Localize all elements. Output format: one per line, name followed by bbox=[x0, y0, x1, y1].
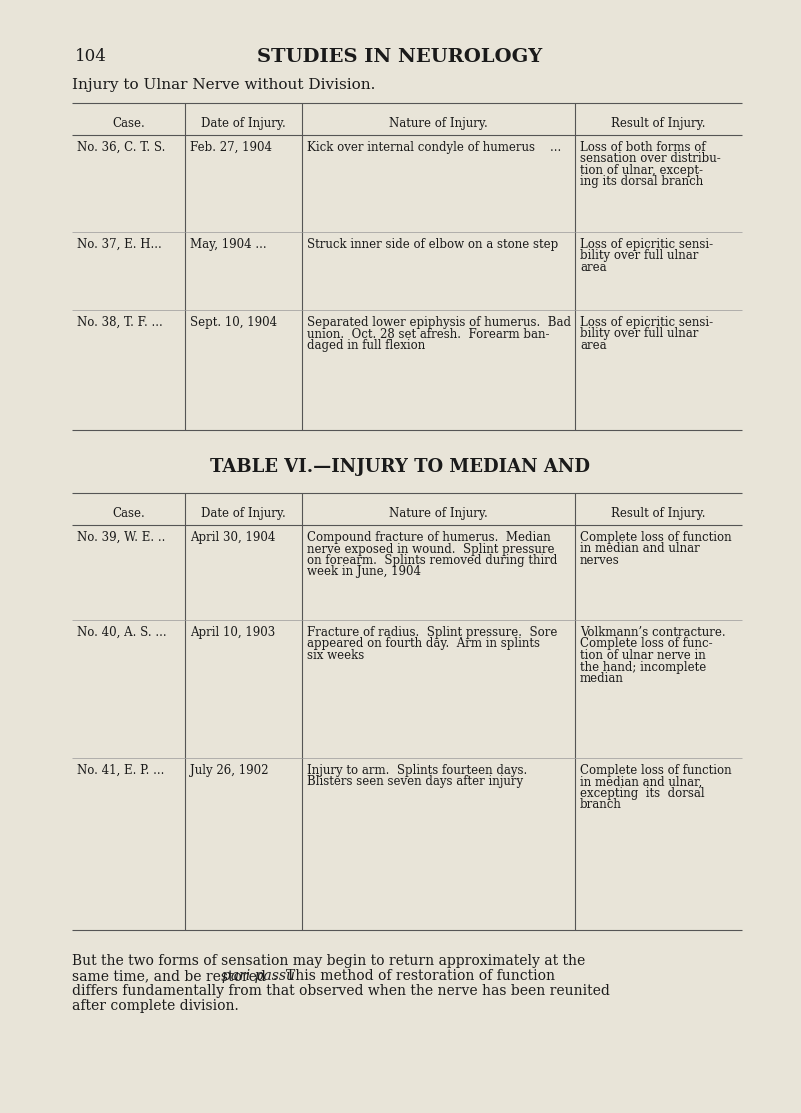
Text: ing its dorsal branch: ing its dorsal branch bbox=[580, 176, 703, 188]
Text: Compound fracture of humerus.  Median: Compound fracture of humerus. Median bbox=[307, 531, 551, 544]
Text: No. 37, E. H...: No. 37, E. H... bbox=[77, 238, 162, 252]
Text: median: median bbox=[580, 672, 624, 684]
Text: tion of ulnar nerve in: tion of ulnar nerve in bbox=[580, 649, 706, 662]
Text: Injury to arm.  Splints fourteen days.: Injury to arm. Splints fourteen days. bbox=[307, 764, 527, 777]
Text: differs fundamentally from that observed when the nerve has been reunited: differs fundamentally from that observed… bbox=[72, 984, 610, 998]
Text: in median and ulnar,: in median and ulnar, bbox=[580, 776, 702, 788]
Text: Date of Injury.: Date of Injury. bbox=[201, 508, 286, 520]
Text: six weeks: six weeks bbox=[307, 649, 364, 662]
Text: April 10, 1903: April 10, 1903 bbox=[190, 626, 276, 639]
Text: Fracture of radius.  Splint pressure.  Sore: Fracture of radius. Splint pressure. Sor… bbox=[307, 626, 557, 639]
Text: week in June, 1904: week in June, 1904 bbox=[307, 565, 421, 579]
Text: Complete loss of function: Complete loss of function bbox=[580, 531, 731, 544]
Text: But the two forms of sensation may begin to return approximately at the: But the two forms of sensation may begin… bbox=[72, 954, 586, 968]
Text: appeared on fourth day.  Arm in splints: appeared on fourth day. Arm in splints bbox=[307, 638, 540, 650]
Text: Nature of Injury.: Nature of Injury. bbox=[389, 508, 488, 520]
Text: pari passu: pari passu bbox=[222, 969, 295, 983]
Text: Struck inner side of elbow on a stone step: Struck inner side of elbow on a stone st… bbox=[307, 238, 558, 252]
Text: same time, and be restored: same time, and be restored bbox=[72, 969, 270, 983]
Text: Nature of Injury.: Nature of Injury. bbox=[389, 117, 488, 130]
Text: Kick over internal condyle of humerus    ...: Kick over internal condyle of humerus ..… bbox=[307, 141, 562, 154]
Text: Loss of both forms of: Loss of both forms of bbox=[580, 141, 706, 154]
Text: Volkmann’s contracture.: Volkmann’s contracture. bbox=[580, 626, 726, 639]
Text: No. 40, A. S. ...: No. 40, A. S. ... bbox=[77, 626, 167, 639]
Text: STUDIES IN NEUROLOGY: STUDIES IN NEUROLOGY bbox=[257, 48, 542, 66]
Text: daged in full flexion: daged in full flexion bbox=[307, 339, 425, 352]
Text: area: area bbox=[580, 339, 606, 352]
Text: excepting  its  dorsal: excepting its dorsal bbox=[580, 787, 705, 800]
Text: area: area bbox=[580, 262, 606, 274]
Text: No. 36, C. T. S.: No. 36, C. T. S. bbox=[77, 141, 165, 154]
Text: Loss of epicritic sensi-: Loss of epicritic sensi- bbox=[580, 316, 713, 329]
Text: union.  Oct. 28 set afresh.  Forearm ban-: union. Oct. 28 set afresh. Forearm ban- bbox=[307, 327, 549, 341]
Text: Result of Injury.: Result of Injury. bbox=[611, 508, 706, 520]
Text: after complete division.: after complete division. bbox=[72, 999, 239, 1013]
Text: May, 1904 ...: May, 1904 ... bbox=[190, 238, 267, 252]
Text: sensation over distribu-: sensation over distribu- bbox=[580, 152, 721, 166]
Text: TABLE VI.—INJURY TO MEDIAN AND: TABLE VI.—INJURY TO MEDIAN AND bbox=[210, 459, 590, 476]
Text: Complete loss of function: Complete loss of function bbox=[580, 764, 731, 777]
Text: No. 41, E. P. ...: No. 41, E. P. ... bbox=[77, 764, 164, 777]
Text: No. 39, W. E. ..: No. 39, W. E. .. bbox=[77, 531, 165, 544]
Text: Feb. 27, 1904: Feb. 27, 1904 bbox=[190, 141, 272, 154]
Text: Date of Injury.: Date of Injury. bbox=[201, 117, 286, 130]
Text: bility over full ulnar: bility over full ulnar bbox=[580, 249, 698, 263]
Text: Case.: Case. bbox=[112, 117, 145, 130]
Text: No. 38, T. F. ...: No. 38, T. F. ... bbox=[77, 316, 163, 329]
Text: Result of Injury.: Result of Injury. bbox=[611, 117, 706, 130]
Text: Sept. 10, 1904: Sept. 10, 1904 bbox=[190, 316, 277, 329]
Text: in median and ulnar: in median and ulnar bbox=[580, 542, 700, 555]
Text: Blisters seen seven days after injury: Blisters seen seven days after injury bbox=[307, 776, 523, 788]
Text: bility over full ulnar: bility over full ulnar bbox=[580, 327, 698, 341]
Text: the hand; incomplete: the hand; incomplete bbox=[580, 660, 706, 673]
Text: nerves: nerves bbox=[580, 554, 620, 567]
Text: Complete loss of func-: Complete loss of func- bbox=[580, 638, 713, 650]
Text: Loss of epicritic sensi-: Loss of epicritic sensi- bbox=[580, 238, 713, 252]
Text: Separated lower epiphysis of humerus.  Bad: Separated lower epiphysis of humerus. Ba… bbox=[307, 316, 571, 329]
Text: .  This method of restoration of function: . This method of restoration of function bbox=[273, 969, 555, 983]
Text: Case.: Case. bbox=[112, 508, 145, 520]
Text: April 30, 1904: April 30, 1904 bbox=[190, 531, 276, 544]
Text: branch: branch bbox=[580, 798, 622, 811]
Text: July 26, 1902: July 26, 1902 bbox=[190, 764, 268, 777]
Text: on forearm.  Splints removed during third: on forearm. Splints removed during third bbox=[307, 554, 557, 567]
Text: nerve exposed in wound.  Splint pressure: nerve exposed in wound. Splint pressure bbox=[307, 542, 554, 555]
Text: 104: 104 bbox=[75, 48, 107, 65]
Text: Injury to Ulnar Nerve without Division.: Injury to Ulnar Nerve without Division. bbox=[72, 78, 376, 92]
Text: tion of ulnar, except-: tion of ulnar, except- bbox=[580, 164, 703, 177]
